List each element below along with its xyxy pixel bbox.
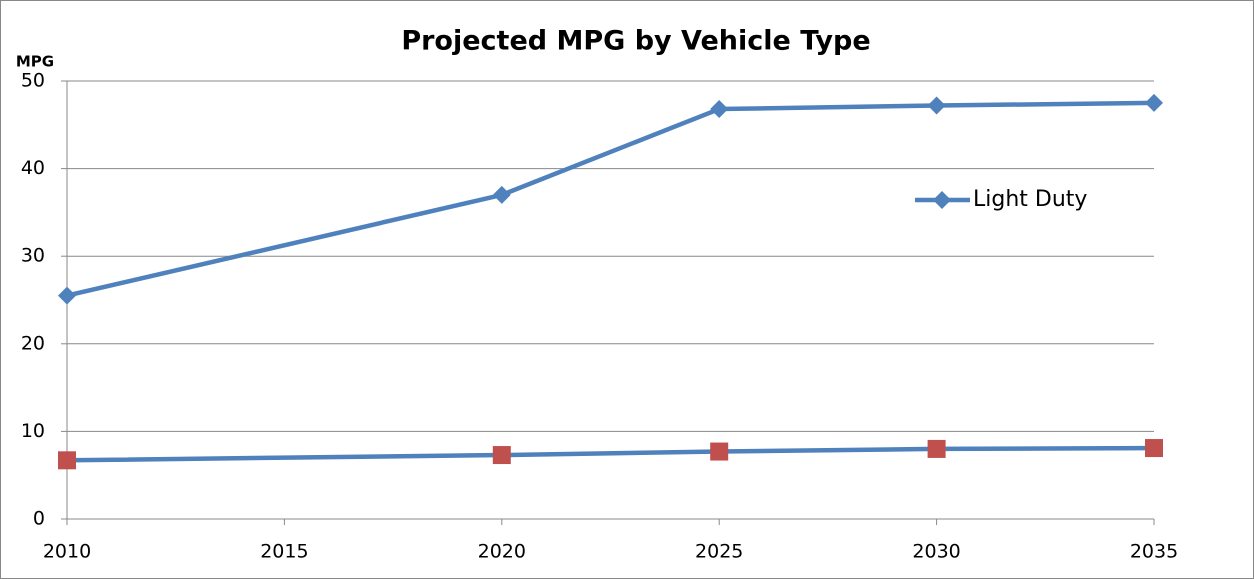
x-tick-label: 2035 [1130,541,1178,563]
marker [492,446,511,465]
marker [1145,439,1163,458]
x-tick-label: 2015 [260,541,308,563]
marker [710,442,729,461]
marker [927,96,946,115]
y-tick-label: 50 [21,70,45,92]
y-tick-label: 40 [21,157,45,179]
x-tick-label: 2025 [695,541,743,563]
marker [927,439,946,458]
marker [710,100,729,119]
y-tick-label: 0 [33,508,45,530]
x-tick-label: 2030 [912,541,960,563]
marker [1145,93,1163,112]
x-tick-label: 2010 [43,541,91,563]
chart-title: Projected MPG by Vehicle Type [401,26,870,57]
y-tick-label: 30 [21,245,45,267]
y-tick-label: 20 [21,332,45,354]
marker [492,185,511,204]
y-axis-label: MPG [16,53,54,71]
marker [933,191,951,209]
y-tick-label: 10 [21,420,45,442]
legend-label: Light Duty [973,187,1087,212]
marker [58,286,76,305]
x-tick-label: 2020 [478,541,526,563]
marker [58,451,76,470]
